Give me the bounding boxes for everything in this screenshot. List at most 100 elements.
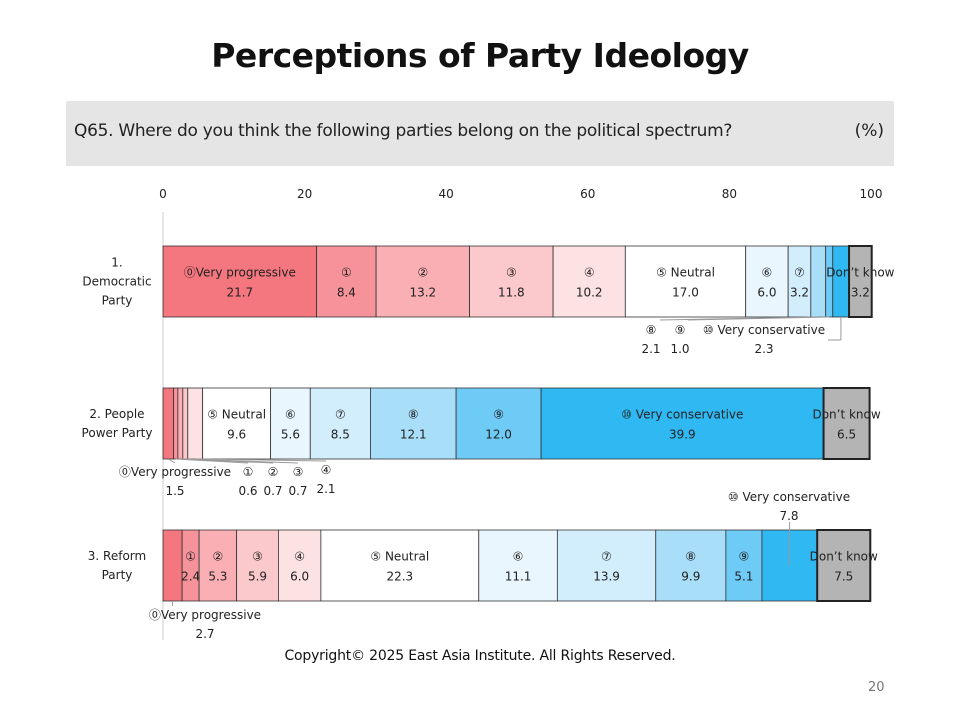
data-label: 22.3 [386, 570, 413, 584]
data-label: 17.0 [672, 286, 699, 300]
data-label: 0.7 [288, 484, 307, 498]
bar-segment [552, 245, 626, 318]
category-label: Power Party [82, 426, 153, 440]
segment-label: ⑤ Neutral [370, 550, 429, 564]
bar-segment [320, 529, 480, 602]
segment-label: ⑦ [794, 266, 805, 280]
x-tick-label: 80 [722, 187, 737, 201]
category-label: Party [102, 294, 133, 308]
data-label: 13.9 [593, 570, 620, 584]
bar-segment [236, 529, 279, 602]
category-label: Democratic [82, 275, 151, 289]
bar-segment [832, 245, 850, 318]
segment-label: ① [341, 266, 352, 280]
segment-label: ⑥ [513, 550, 524, 564]
data-label: 13.2 [409, 286, 436, 300]
category-label: 1. [111, 256, 122, 270]
data-label: 0.7 [263, 484, 282, 498]
bar-segment [181, 529, 200, 602]
bar-segment [624, 245, 747, 318]
bar-segment [316, 245, 377, 318]
data-label: 5.3 [208, 570, 227, 584]
segment-label: ③ [252, 550, 263, 564]
data-label: 5.9 [248, 570, 267, 584]
data-label: 2.4 [181, 570, 200, 584]
data-label: 2.3 [754, 342, 773, 356]
bar-segment [278, 529, 322, 602]
segment-label: ⑩ Very conservative [621, 408, 743, 422]
segment-label: ⑤ Neutral [656, 266, 715, 280]
data-label: 21.7 [226, 286, 253, 300]
data-label: 2.1 [641, 342, 660, 356]
x-tick-label: 40 [439, 187, 454, 201]
bar-segment [177, 387, 184, 460]
segment-label: ① [185, 550, 196, 564]
segment-label: ⑨ [739, 550, 750, 564]
segment-label: ⑧ [646, 323, 657, 337]
bar-segment [173, 387, 179, 460]
bar-segment [540, 387, 824, 460]
segment-label: ④ [321, 463, 332, 477]
segment-label: ⑩ Very conservative [728, 490, 850, 504]
bar-segment [469, 245, 554, 318]
data-label: 6.0 [290, 570, 309, 584]
bar-segment [270, 387, 311, 460]
segment-label: ④ [294, 550, 305, 564]
data-label: 2.1 [316, 482, 335, 496]
bar-segment [556, 529, 657, 602]
bar-segment [725, 529, 763, 602]
segment-label: ⓪Very progressive [184, 266, 296, 280]
copyright-notice: Copyright© 2025 East Asia Institute. All… [284, 648, 676, 664]
segment-label: ① [243, 465, 254, 479]
segment-label: ⑦ [335, 408, 346, 422]
segment-label: ⑨ [493, 408, 504, 422]
data-label: 10.2 [576, 286, 603, 300]
unit-label: (%) [854, 121, 884, 141]
bar-segment [182, 387, 189, 460]
segment-label: ⑦ [601, 550, 612, 564]
segment-label: Don’t know [826, 266, 894, 280]
data-label: 8.5 [331, 428, 350, 442]
data-label: 9.6 [227, 428, 246, 442]
x-tick-label: 100 [860, 187, 883, 201]
segment-label: Don’t know [810, 550, 878, 564]
x-tick-label: 20 [297, 187, 312, 201]
segment-label: ② [268, 465, 279, 479]
data-label: 2.7 [195, 627, 214, 641]
leader-line [195, 458, 327, 462]
data-label: 0.6 [238, 484, 257, 498]
data-label: 9.9 [681, 570, 700, 584]
category-label: Party [102, 568, 133, 582]
bar-segment [455, 387, 542, 460]
bar-segment [162, 529, 183, 602]
data-label: 12.1 [400, 428, 427, 442]
data-label: 11.8 [498, 286, 525, 300]
leader-line [687, 316, 830, 321]
segment-label: ③ [293, 465, 304, 479]
data-label: 5.1 [734, 570, 753, 584]
leader-line [185, 458, 299, 464]
x-tick-label: 60 [580, 187, 595, 201]
bar-segment [370, 387, 457, 460]
data-label: 12.0 [485, 428, 512, 442]
category-label: 2. People [89, 407, 144, 421]
data-label: 11.1 [505, 570, 532, 584]
bar-segment [478, 529, 558, 602]
segment-label: ⑨ [675, 323, 686, 337]
page-title: Perceptions of Party Ideology [211, 36, 749, 75]
segment-label: ② [417, 266, 428, 280]
data-label: 7.5 [834, 570, 853, 584]
segment-label: ⓪Very progressive [119, 465, 231, 479]
data-label: 3.2 [851, 286, 870, 300]
bar-segment [162, 387, 175, 460]
segment-label: ⑤ Neutral [207, 408, 266, 422]
bar-segment [309, 387, 371, 460]
bar-segment [787, 245, 812, 318]
data-label: 7.8 [779, 509, 798, 523]
data-label: 1.5 [165, 484, 184, 498]
segment-label: ⑥ [762, 266, 773, 280]
segment-label: ⓪Very progressive [149, 608, 261, 622]
question-banner: Q65. Where do you think the following pa… [66, 101, 894, 166]
bar-segment [810, 245, 827, 318]
bar-segment [162, 245, 318, 318]
